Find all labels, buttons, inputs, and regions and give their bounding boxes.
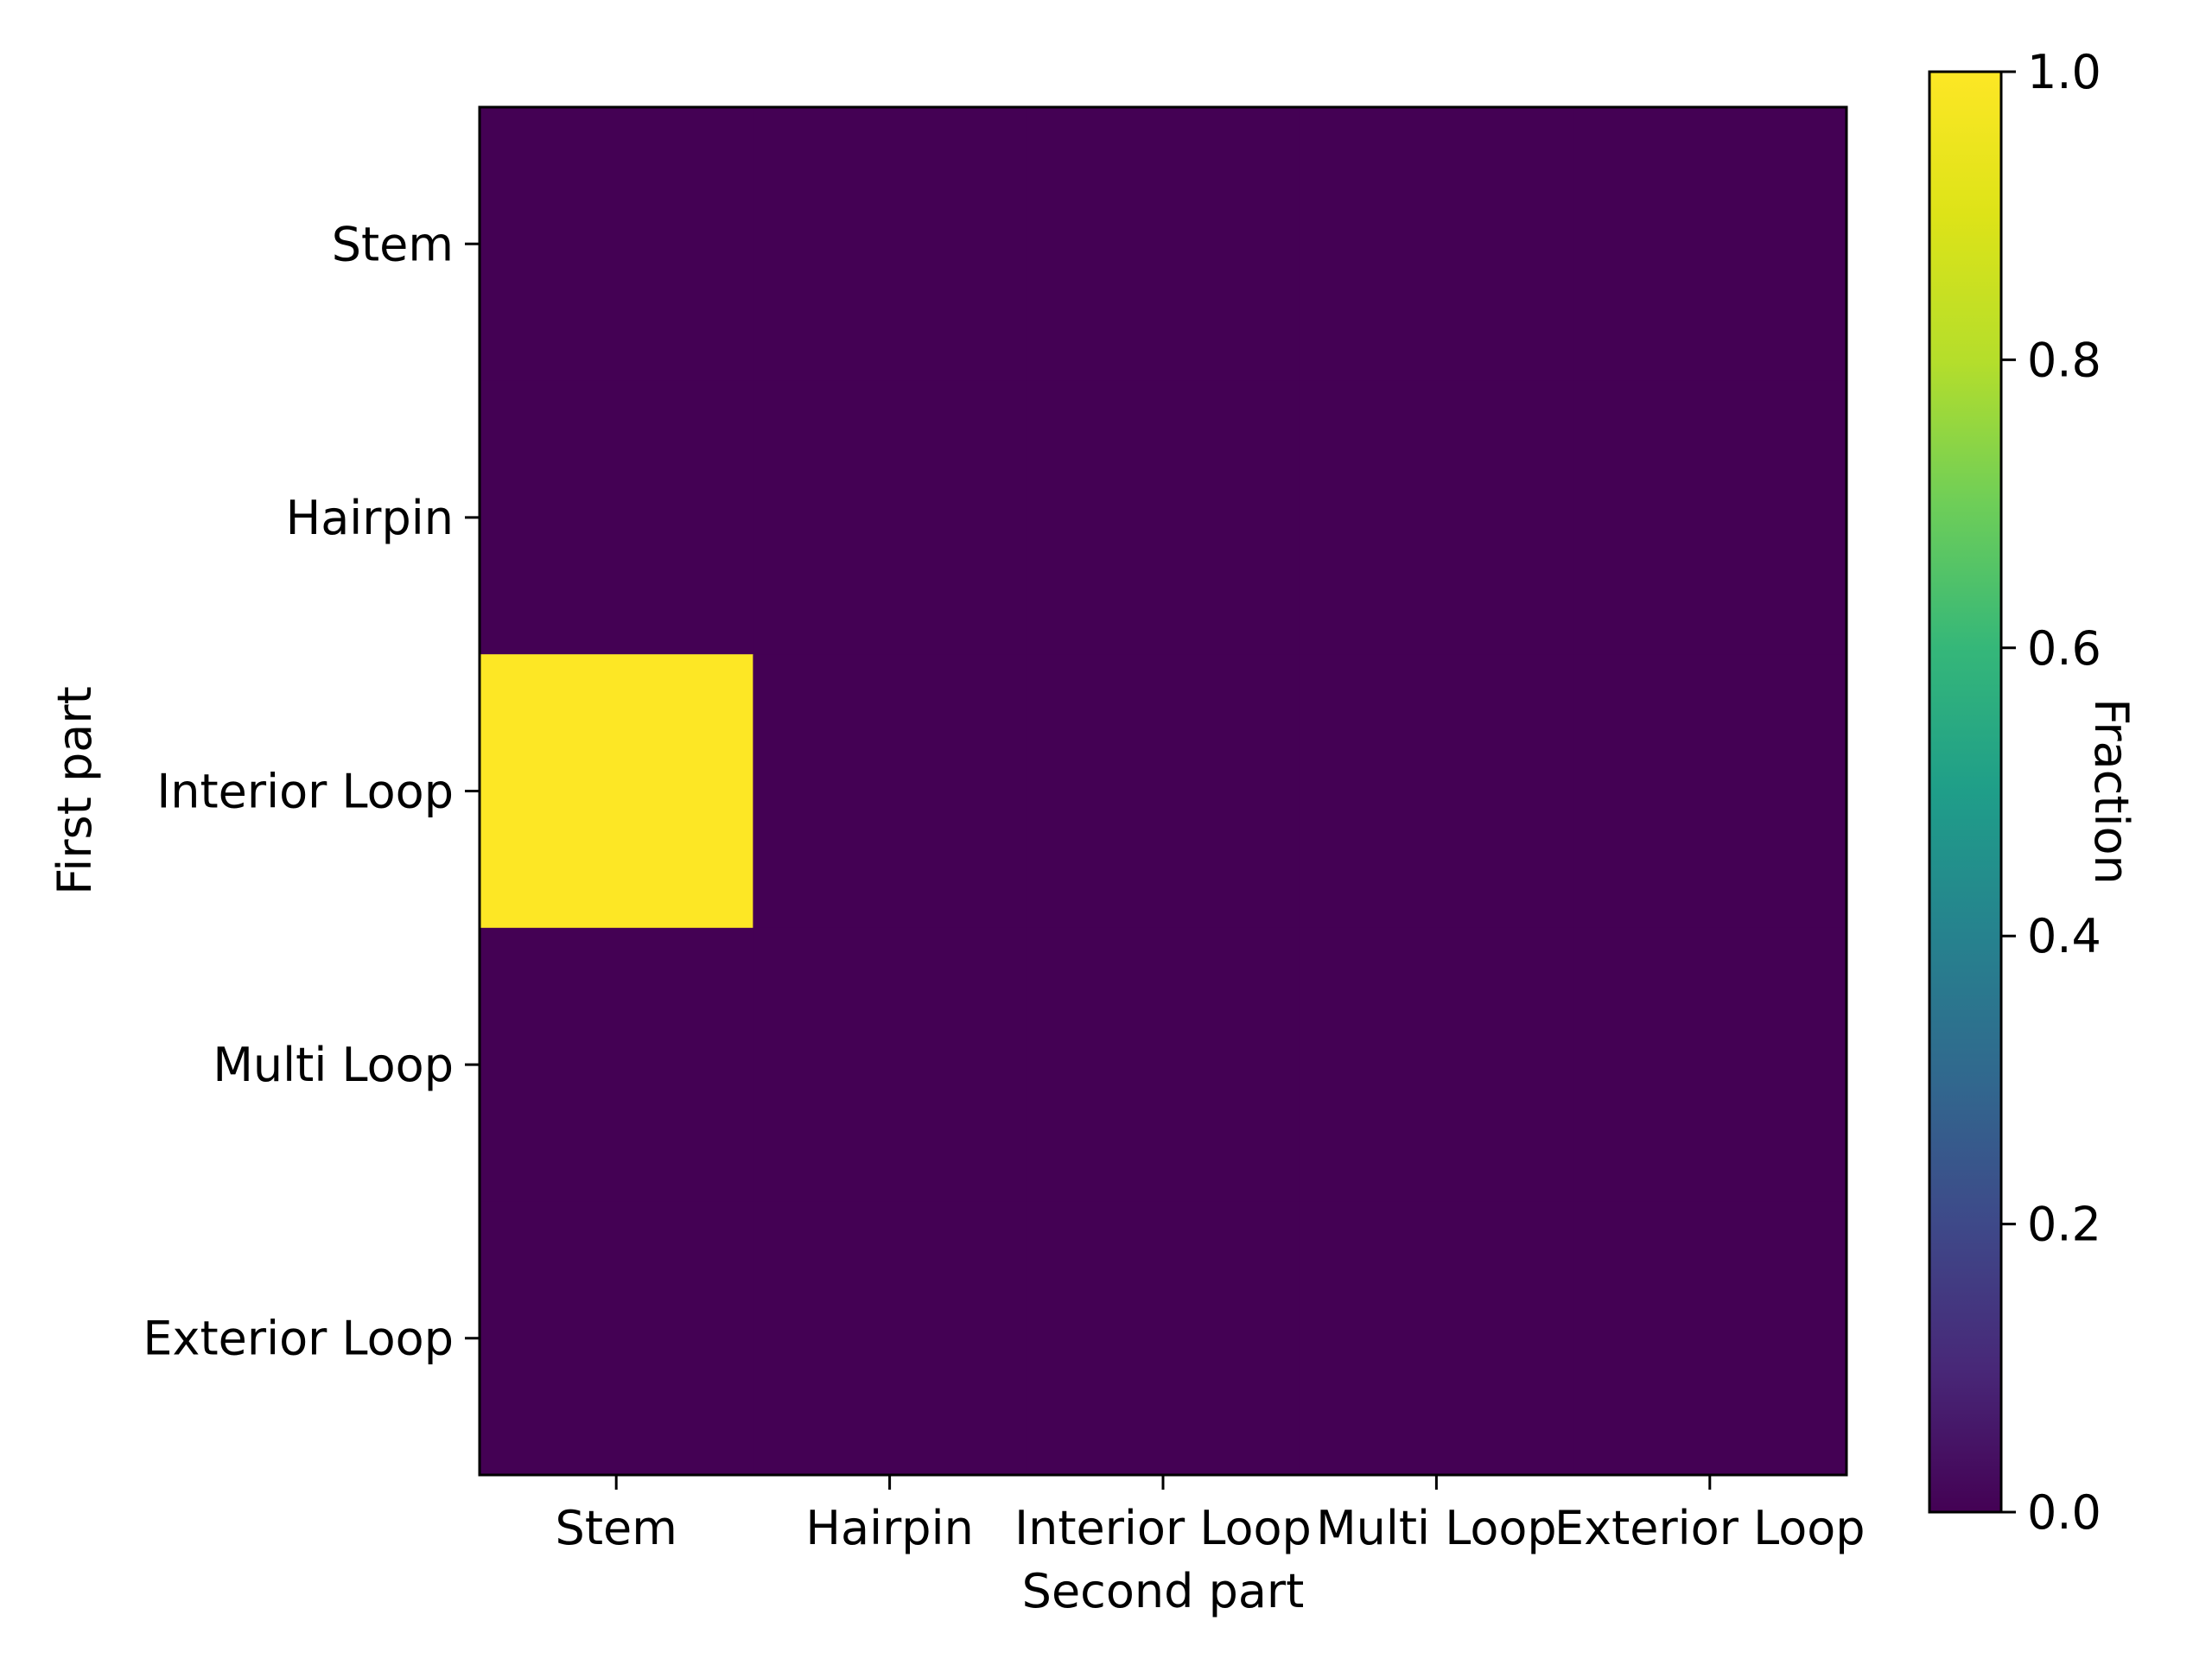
heatmap-cell: [1300, 380, 1574, 655]
x-tick-label: Hairpin: [805, 1501, 973, 1555]
colorbar-tick-label: 0.0: [2027, 1485, 2101, 1540]
heatmap-cell: [753, 380, 1027, 655]
y-tick-label: Interior Loop: [156, 765, 454, 819]
x-tick-label: Multi Loop: [1316, 1501, 1557, 1555]
colorbar-tick-label: 0.8: [2027, 333, 2101, 387]
heatmap-cell: [753, 654, 1027, 929]
heatmap-cell: [1573, 654, 1847, 929]
heatmap-cell: [1573, 107, 1847, 382]
heatmap-cell: [1300, 654, 1574, 929]
heatmap-cell: [1300, 107, 1574, 382]
heatmap-cell: [480, 654, 753, 929]
colorbar-tick-label: 0.6: [2027, 621, 2101, 676]
x-axis-ticks: Stem Hairpin Interior Loop Multi LoopExteri…: [556, 1475, 1866, 1555]
heatmap-cell: [1026, 654, 1300, 929]
heatmap-cell: [480, 927, 753, 1202]
heatmap-cell: [1300, 927, 1574, 1202]
y-axis-label: First part: [48, 686, 102, 895]
heatmap-cell: [1026, 107, 1300, 382]
heatmap-cell: [480, 107, 753, 382]
heatmap-cells: [480, 107, 1847, 1476]
y-tick-label: Multi Loop: [213, 1038, 454, 1092]
y-tick-label: Hairpin: [286, 491, 454, 545]
heatmap-cell: [1026, 927, 1300, 1202]
heatmap-cell: [1573, 927, 1847, 1202]
y-tick-label: Stem: [332, 217, 454, 271]
colorbar-ticks: 0.0 0.2 0.4 0.6 0.8 1.0: [2001, 45, 2101, 1540]
colorbar-tick-label: 1.0: [2027, 45, 2101, 99]
heatmap-cell: [753, 107, 1027, 382]
heatmap-cell: [1026, 380, 1300, 655]
colorbar-tick-label: 0.2: [2027, 1198, 2101, 1252]
colorbar: 0.0 0.2 0.4 0.6 0.8 1.0 Fraction: [1928, 45, 2139, 1540]
x-axis-label: Second part: [1022, 1564, 1305, 1618]
heatmap-cell: [1573, 1201, 1847, 1476]
heatmap-cell: [480, 380, 753, 655]
colorbar-gradient: [1928, 70, 2003, 1514]
colorbar-label: Fraction: [2084, 698, 2139, 885]
x-tick-label: Exterior Loop: [1554, 1501, 1866, 1555]
x-tick-label: Stem: [556, 1501, 677, 1555]
heatmap-cell: [753, 927, 1027, 1202]
heatmap-cell: [1573, 380, 1847, 655]
heatmap-cell: [1026, 1201, 1300, 1476]
heatmap-cell: [753, 1201, 1027, 1476]
y-axis-ticks: Stem Hairpin Interior Loop Multi Loop Exteri…: [143, 217, 480, 1366]
heatmap-cell: [480, 1201, 753, 1476]
colorbar-tick-label: 0.4: [2027, 909, 2101, 963]
x-tick-label: Interior Loop: [1014, 1501, 1312, 1555]
heatmap-cell: [1300, 1201, 1574, 1476]
y-tick-label: Exterior Loop: [143, 1312, 454, 1366]
